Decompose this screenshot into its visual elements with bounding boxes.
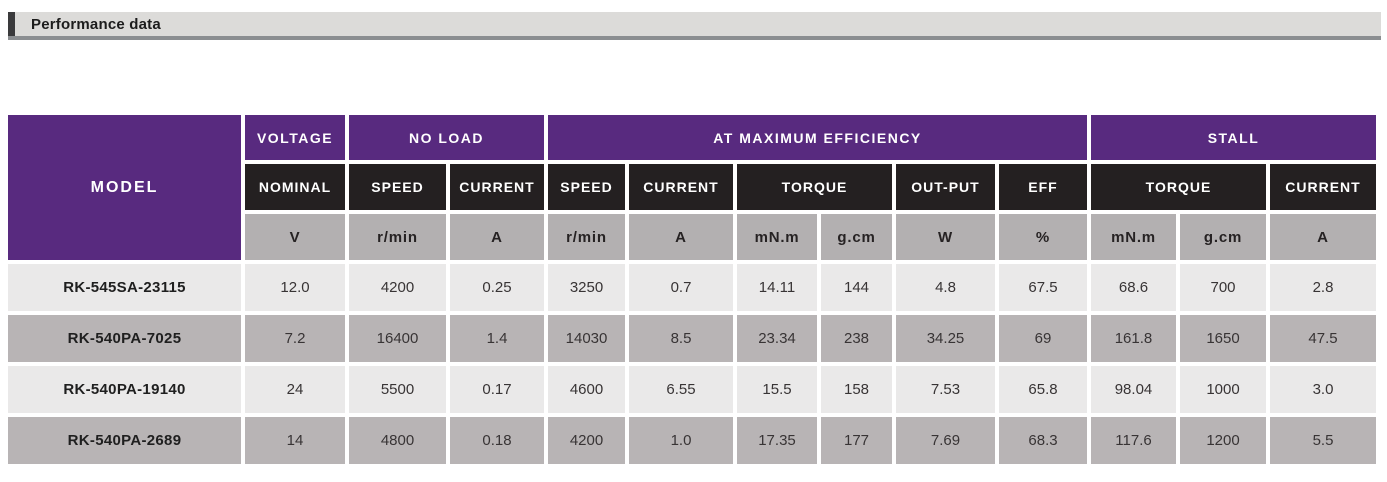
table-cell: 12.0 bbox=[245, 264, 345, 311]
subheader-maxeff-torque: TORQUE bbox=[737, 164, 892, 210]
table-cell: 14.11 bbox=[737, 264, 817, 311]
table-cell: 68.3 bbox=[999, 417, 1087, 464]
table-cell: 177 bbox=[821, 417, 892, 464]
table-cell: 4800 bbox=[349, 417, 446, 464]
table-cell: 14 bbox=[245, 417, 345, 464]
table-cell: 5500 bbox=[349, 366, 446, 413]
table-cell: 3250 bbox=[548, 264, 625, 311]
section-title: Performance data bbox=[31, 15, 161, 33]
table-cell: 68.6 bbox=[1091, 264, 1176, 311]
table-cell: 47.5 bbox=[1270, 315, 1376, 362]
table-cell: 17.35 bbox=[737, 417, 817, 464]
unit-noload-current: A bbox=[450, 214, 544, 260]
header-group-at-maximum-efficiency: AT MAXIMUM EFFICIENCY bbox=[548, 115, 1087, 160]
table-cell: 144 bbox=[821, 264, 892, 311]
table-cell: 1000 bbox=[1180, 366, 1266, 413]
section-header-accent-bar bbox=[8, 12, 15, 36]
table-cell: 7.2 bbox=[245, 315, 345, 362]
subheader-noload-speed: SPEED bbox=[349, 164, 446, 210]
unit-maxeff-torque-mnm: mN.m bbox=[737, 214, 817, 260]
section-header: Performance data bbox=[8, 12, 1381, 40]
table-cell: 23.34 bbox=[737, 315, 817, 362]
performance-table: MODEL VOLTAGE NO LOAD AT MAXIMUM EFFICIE… bbox=[8, 115, 1376, 464]
header-model: MODEL bbox=[8, 115, 241, 260]
unit-maxeff-eff-pct: % bbox=[999, 214, 1087, 260]
table-cell: 0.7 bbox=[629, 264, 733, 311]
subheader-stall-current: CURRENT bbox=[1270, 164, 1376, 210]
subheader-stall-torque: TORQUE bbox=[1091, 164, 1266, 210]
table-cell: 4.8 bbox=[896, 264, 995, 311]
table-cell: 24 bbox=[245, 366, 345, 413]
unit-maxeff-speed: r/min bbox=[548, 214, 625, 260]
subheader-noload-current: CURRENT bbox=[450, 164, 544, 210]
table-cell: 2.8 bbox=[1270, 264, 1376, 311]
table-cell: 0.25 bbox=[450, 264, 544, 311]
table-cell: 0.18 bbox=[450, 417, 544, 464]
subheader-maxeff-current: CURRENT bbox=[629, 164, 733, 210]
subheader-maxeff-eff: EFF bbox=[999, 164, 1087, 210]
table-cell: 15.5 bbox=[737, 366, 817, 413]
table-cell: 700 bbox=[1180, 264, 1266, 311]
header-group-stall: STALL bbox=[1091, 115, 1376, 160]
row-model-name: RK-540PA-7025 bbox=[8, 315, 241, 362]
table-cell: 158 bbox=[821, 366, 892, 413]
table-cell: 6.55 bbox=[629, 366, 733, 413]
unit-stall-torque-mnm: mN.m bbox=[1091, 214, 1176, 260]
row-model-name: RK-540PA-2689 bbox=[8, 417, 241, 464]
table-cell: 1.0 bbox=[629, 417, 733, 464]
unit-maxeff-output-w: W bbox=[896, 214, 995, 260]
table-cell: 16400 bbox=[349, 315, 446, 362]
table-cell: 238 bbox=[821, 315, 892, 362]
table-cell: 34.25 bbox=[896, 315, 995, 362]
table-cell: 69 bbox=[999, 315, 1087, 362]
unit-maxeff-torque-gcm: g.cm bbox=[821, 214, 892, 260]
table-cell: 4600 bbox=[548, 366, 625, 413]
table-cell: 117.6 bbox=[1091, 417, 1176, 464]
table-cell: 98.04 bbox=[1091, 366, 1176, 413]
row-model-name: RK-540PA-19140 bbox=[8, 366, 241, 413]
unit-stall-current-a: A bbox=[1270, 214, 1376, 260]
table-cell: 3.0 bbox=[1270, 366, 1376, 413]
unit-voltage-v: V bbox=[245, 214, 345, 260]
unit-stall-torque-gcm: g.cm bbox=[1180, 214, 1266, 260]
unit-maxeff-current: A bbox=[629, 214, 733, 260]
table-cell: 4200 bbox=[548, 417, 625, 464]
table-cell: 1200 bbox=[1180, 417, 1266, 464]
table-cell: 8.5 bbox=[629, 315, 733, 362]
row-model-name: RK-545SA-23115 bbox=[8, 264, 241, 311]
table-cell: 5.5 bbox=[1270, 417, 1376, 464]
table-cell: 7.53 bbox=[896, 366, 995, 413]
subheader-maxeff-speed: SPEED bbox=[548, 164, 625, 210]
table-cell: 1.4 bbox=[450, 315, 544, 362]
header-group-no-load: NO LOAD bbox=[349, 115, 544, 160]
subheader-maxeff-output: OUT-PUT bbox=[896, 164, 995, 210]
header-group-voltage: VOLTAGE bbox=[245, 115, 345, 160]
table-cell: 1650 bbox=[1180, 315, 1266, 362]
table-cell: 14030 bbox=[548, 315, 625, 362]
subheader-nominal: NOMINAL bbox=[245, 164, 345, 210]
unit-noload-speed: r/min bbox=[349, 214, 446, 260]
table-cell: 0.17 bbox=[450, 366, 544, 413]
table-cell: 161.8 bbox=[1091, 315, 1176, 362]
table-cell: 67.5 bbox=[999, 264, 1087, 311]
table-cell: 4200 bbox=[349, 264, 446, 311]
table-cell: 7.69 bbox=[896, 417, 995, 464]
table-cell: 65.8 bbox=[999, 366, 1087, 413]
